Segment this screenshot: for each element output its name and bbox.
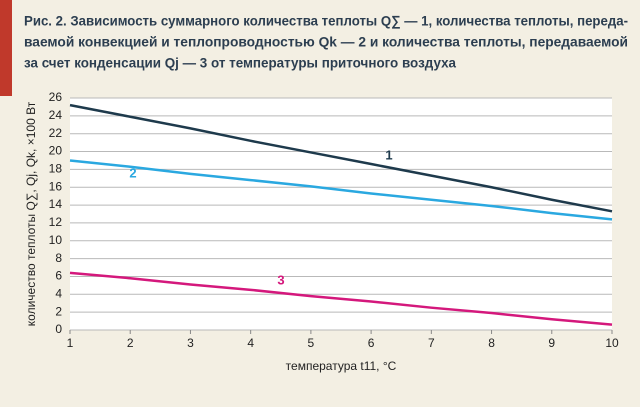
series-line bbox=[69, 159, 613, 221]
x-tick-label: 3 bbox=[187, 336, 194, 350]
y-tick-label: 14 bbox=[49, 197, 63, 211]
x-tick-label: 4 bbox=[247, 336, 254, 350]
y-tick-label: 26 bbox=[49, 90, 63, 104]
y-tick-label: 0 bbox=[55, 322, 62, 336]
series-label: 1 bbox=[385, 147, 392, 162]
y-tick-label: 4 bbox=[55, 286, 62, 300]
series-label: 3 bbox=[277, 272, 284, 287]
series-line bbox=[69, 103, 613, 213]
x-tick-label: 5 bbox=[308, 336, 315, 350]
y-tick-label: 12 bbox=[49, 215, 63, 229]
y-tick-label: 18 bbox=[49, 162, 63, 176]
y-axis-label: количество теплоты Q∑, Qj, Qk, ×100 Вт bbox=[24, 101, 38, 326]
x-tick-label: 9 bbox=[548, 336, 555, 350]
title: Рис. 2. Зависимость суммарного количеств… bbox=[24, 13, 628, 71]
y-tick-label: 24 bbox=[49, 108, 63, 122]
accent-stripe bbox=[0, 0, 12, 96]
series-line bbox=[69, 271, 613, 326]
y-tick-label: 8 bbox=[55, 251, 62, 265]
x-tick-label: 2 bbox=[127, 336, 134, 350]
title-line: ваемой конвекцией и теплопроводностью Qk… bbox=[24, 34, 628, 50]
y-tick-label: 10 bbox=[49, 233, 63, 247]
plot-area bbox=[70, 98, 612, 330]
x-tick-label: 1 bbox=[67, 336, 74, 350]
title-line: Рис. 2. Зависимость суммарного количеств… bbox=[24, 13, 628, 30]
x-tick-label: 6 bbox=[368, 336, 375, 350]
x-tick-label: 7 bbox=[428, 336, 435, 350]
y-tick-label: 20 bbox=[49, 144, 63, 158]
y-tick-label: 22 bbox=[49, 126, 63, 140]
y-tick-label: 2 bbox=[55, 304, 62, 318]
y-tick-label: 6 bbox=[55, 269, 62, 283]
x-tick-label: 8 bbox=[488, 336, 495, 350]
x-tick-label: 10 bbox=[605, 336, 619, 350]
title-line: за счет конденсации Qj — 3 от температур… bbox=[24, 55, 456, 71]
x-axis-label: температура t11, °C bbox=[286, 359, 397, 373]
y-tick-label: 16 bbox=[49, 179, 63, 193]
series-label: 2 bbox=[129, 165, 136, 180]
